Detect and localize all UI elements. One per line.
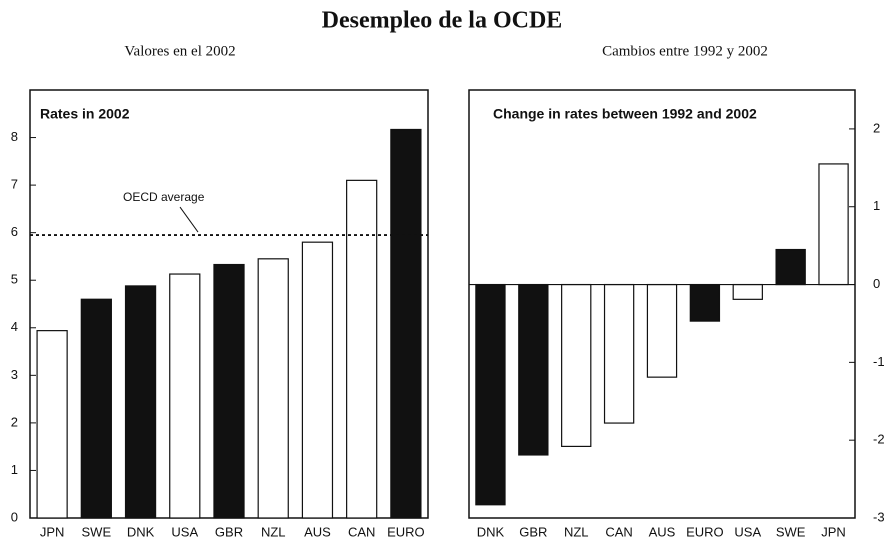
y-tick-label: 2 [11,414,18,429]
x-tick-label: AUS [649,524,676,539]
panel-title: Rates in 2002 [40,106,130,122]
y-tick-label: 4 [11,319,18,334]
reference-pointer [179,206,199,233]
x-tick-label: NZL [261,524,286,539]
bar [775,248,806,286]
bar [169,273,201,519]
y-tick-label: -2 [873,432,884,447]
main-title: Desempleo de la OCDE [322,8,563,34]
x-tick-label: EURO [387,524,425,539]
bar [36,330,68,519]
bar [732,283,763,300]
subtitle: Cambios entre 1992 y 2002 [602,43,768,59]
x-tick-label: CAN [348,524,375,539]
y-tick-label: 0 [873,276,880,291]
x-tick-label: JPN [40,524,65,539]
bar [80,298,112,519]
y-tick-label: 2 [873,120,880,135]
bar [818,163,849,286]
bar [689,283,721,322]
y-tick-label: 8 [11,129,18,144]
x-tick-label: JPN [821,524,846,539]
bar [390,128,422,519]
x-tick-label: CAN [605,524,632,539]
subtitle: Valores en el 2002 [124,43,235,59]
y-tick-label: 1 [11,462,18,477]
x-tick-label: USA [734,524,761,539]
plot-frame [468,89,856,519]
y-tick-label: 7 [11,177,18,192]
x-tick-label: SWE [776,524,806,539]
x-tick-label: NZL [564,524,589,539]
reference-label: OECD average [123,190,205,204]
bar [213,263,245,519]
x-tick-label: USA [171,524,198,539]
x-tick-label: EURO [686,524,724,539]
bar [561,283,592,448]
y-tick-label: -3 [873,509,884,524]
x-tick-label: DNK [477,524,505,539]
x-tick-label: SWE [82,524,112,539]
y-tick-label: 0 [11,509,18,524]
panel-title: Change in rates between 1992 and 2002 [493,106,757,122]
bar [646,283,678,378]
x-tick-label: DNK [127,524,155,539]
x-tick-label: GBR [519,524,547,539]
bar [301,241,334,519]
x-tick-label: AUS [304,524,331,539]
y-tick-label: -1 [873,354,884,369]
y-tick-label: 1 [873,198,880,213]
bar [475,283,506,506]
bar [257,258,289,519]
y-tick-label: 6 [11,224,18,239]
bar [346,179,378,519]
bar [124,285,157,519]
x-tick-label: GBR [215,524,243,539]
y-tick-label: 5 [11,272,18,287]
y-tick-label: 3 [11,367,18,382]
bar [603,283,635,424]
bar [518,283,549,456]
